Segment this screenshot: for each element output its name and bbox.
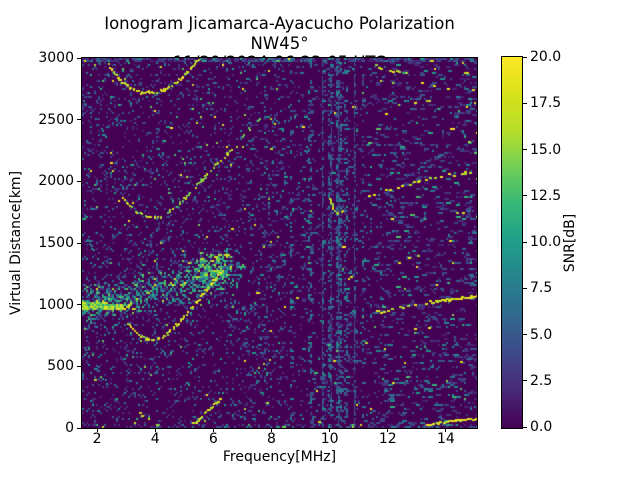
colorbar-tick-label: 0.0 bbox=[530, 419, 553, 435]
colorbar-tick bbox=[523, 56, 527, 58]
colorbar-tick bbox=[523, 426, 527, 428]
y-tick-label: 2000 bbox=[38, 173, 74, 190]
heatmap-canvas bbox=[82, 58, 477, 428]
y-tick bbox=[77, 57, 81, 59]
colorbar-tick-label: 7.5 bbox=[530, 280, 553, 297]
x-tick bbox=[271, 428, 272, 432]
colorbar-tick bbox=[523, 287, 527, 289]
plot-area bbox=[81, 57, 478, 429]
colorbar bbox=[501, 56, 523, 429]
colorbar-gradient bbox=[502, 57, 522, 428]
x-tick bbox=[445, 428, 447, 432]
y-tick-label: 1500 bbox=[38, 235, 74, 251]
colorbar-tick bbox=[523, 241, 527, 243]
y-tick bbox=[77, 242, 81, 244]
colorbar-tick-label: 20.0 bbox=[530, 49, 562, 65]
colorbar-tick bbox=[523, 195, 527, 197]
y-tick-label: 0 bbox=[65, 420, 74, 436]
y-tick-label: 1000 bbox=[38, 296, 74, 313]
y-tick-label: 2500 bbox=[38, 111, 74, 128]
colorbar-tick-label: 10.0 bbox=[530, 234, 562, 250]
colorbar-tick-label: 17.5 bbox=[530, 95, 562, 112]
y-axis-label: Virtual Distance[km] bbox=[8, 170, 24, 316]
x-tick-label: 14 bbox=[436, 431, 455, 447]
x-tick-label: 10 bbox=[320, 431, 339, 447]
x-tick bbox=[329, 428, 331, 432]
colorbar-tick bbox=[523, 380, 527, 382]
x-tick bbox=[154, 428, 156, 432]
x-tick bbox=[96, 428, 98, 432]
x-tick bbox=[212, 428, 214, 432]
x-tick-label: 2 bbox=[92, 431, 102, 447]
y-tick bbox=[77, 365, 81, 367]
colorbar-tick-label: 5.0 bbox=[530, 326, 553, 343]
y-tick-label: 500 bbox=[47, 358, 74, 375]
colorbar-tick bbox=[523, 102, 527, 104]
x-tick-label: 8 bbox=[267, 431, 276, 447]
chart-title: Ionogram Jicamarca-Ayacucho Polarization… bbox=[104, 14, 455, 53]
y-tick bbox=[77, 304, 81, 306]
colorbar-tick-label: 12.5 bbox=[530, 187, 562, 204]
y-tick-label: 3000 bbox=[38, 50, 74, 66]
colorbar-tick-label: 2.5 bbox=[530, 372, 553, 389]
y-tick bbox=[77, 180, 81, 182]
y-tick bbox=[77, 427, 81, 429]
x-tick-label: 4 bbox=[150, 431, 160, 447]
x-tick-label: 12 bbox=[378, 431, 397, 447]
x-tick bbox=[387, 428, 389, 432]
colorbar-tick bbox=[523, 149, 527, 150]
colorbar-tick bbox=[523, 334, 527, 335]
x-axis-label: Frequency[MHz] bbox=[222, 449, 337, 465]
y-tick bbox=[77, 119, 81, 121]
colorbar-tick-label: 15.0 bbox=[530, 141, 562, 158]
x-tick-label: 6 bbox=[208, 431, 218, 447]
